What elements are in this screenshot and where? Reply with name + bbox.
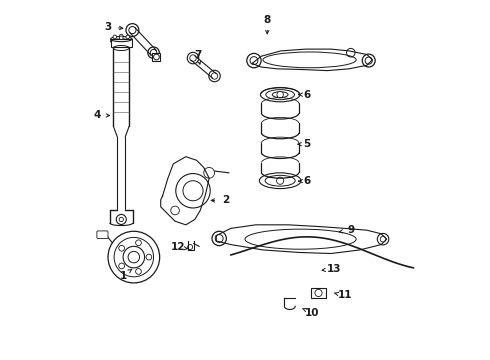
Circle shape (120, 34, 123, 38)
Circle shape (276, 177, 284, 184)
Text: 8: 8 (264, 15, 271, 25)
Text: 6: 6 (303, 90, 310, 100)
Text: 13: 13 (327, 264, 341, 274)
Text: 3: 3 (104, 22, 112, 32)
Text: 9: 9 (347, 225, 354, 235)
Text: 11: 11 (338, 291, 352, 301)
Circle shape (120, 36, 123, 40)
Circle shape (277, 91, 283, 98)
Text: 1: 1 (120, 271, 127, 281)
Circle shape (136, 269, 141, 274)
Circle shape (136, 240, 141, 246)
FancyBboxPatch shape (97, 231, 108, 238)
Circle shape (119, 246, 124, 251)
Polygon shape (216, 225, 387, 253)
Circle shape (146, 254, 152, 260)
Text: 10: 10 (305, 308, 319, 318)
Text: 4: 4 (94, 111, 101, 121)
Bar (152, 53, 160, 60)
Text: 6: 6 (303, 176, 310, 186)
Circle shape (113, 35, 117, 39)
Polygon shape (252, 49, 372, 71)
FancyBboxPatch shape (111, 40, 132, 47)
Text: 7: 7 (194, 50, 201, 60)
Bar (311, 288, 326, 298)
Text: 12: 12 (171, 242, 185, 252)
Circle shape (126, 35, 129, 39)
Text: 2: 2 (221, 195, 229, 206)
Circle shape (119, 263, 124, 269)
Text: 5: 5 (303, 139, 310, 149)
